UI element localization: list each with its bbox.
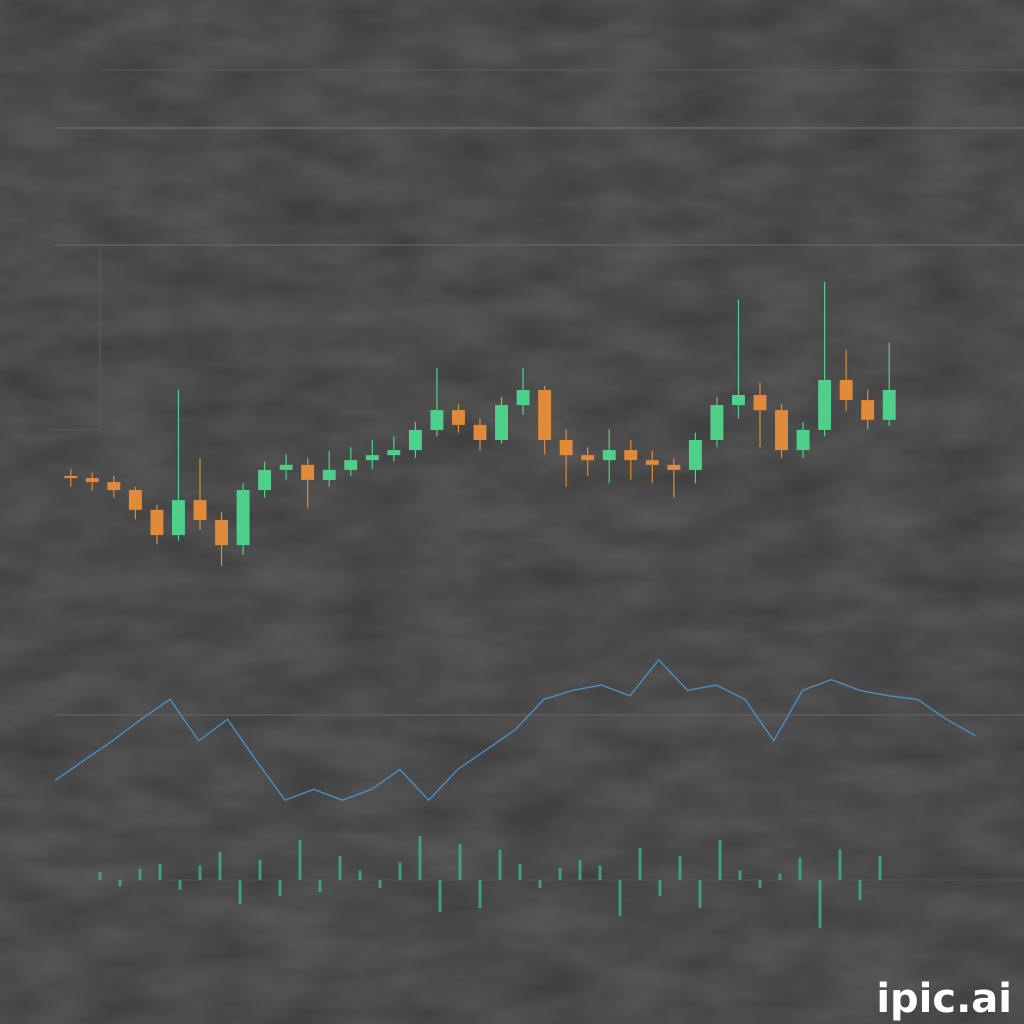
- volume-bar: [378, 880, 382, 888]
- volume-bar: [218, 852, 222, 880]
- volume-bar: [438, 880, 442, 912]
- volume-bar: [678, 856, 682, 880]
- candle-body: [538, 389, 552, 440]
- volume-bar: [838, 849, 842, 880]
- candle-body: [861, 400, 875, 420]
- volume-bar: [158, 864, 162, 880]
- volume-bar: [338, 856, 342, 880]
- volume-bar: [798, 857, 802, 880]
- volume-bar: [318, 880, 322, 892]
- volume-bar: [878, 856, 882, 880]
- candle-body: [581, 455, 595, 461]
- candle-body: [258, 469, 272, 491]
- candle-body: [150, 509, 164, 536]
- candle-body: [602, 450, 616, 461]
- volume-bar: [738, 870, 742, 880]
- candle-body: [301, 464, 315, 480]
- volume-bar: [598, 865, 602, 880]
- volume-bar: [478, 880, 482, 908]
- volume-bar: [198, 865, 202, 880]
- price-line: [54, 658, 976, 802]
- volume-bar: [718, 840, 722, 880]
- candle-body: [559, 440, 573, 456]
- volume-bar: [558, 868, 562, 880]
- candle-body: [236, 490, 250, 546]
- volume-bar: [238, 880, 242, 904]
- candle-body: [215, 519, 228, 546]
- candle-body: [172, 500, 185, 536]
- volume-bar: [418, 836, 422, 880]
- volume-bar: [498, 849, 502, 880]
- candle-body: [732, 395, 745, 406]
- volume-bar: [118, 880, 122, 887]
- volume-bar: [398, 862, 402, 880]
- volume-bar: [658, 880, 662, 896]
- candle-body: [107, 482, 121, 491]
- candle-body: [753, 395, 767, 411]
- watermark: ipic.ai: [876, 976, 1012, 1022]
- volume-bar: [858, 880, 862, 900]
- candle-body: [64, 476, 78, 479]
- candle-body: [818, 379, 832, 430]
- candle-body: [430, 410, 444, 430]
- candle-body: [193, 500, 207, 520]
- volume-bar: [358, 870, 362, 880]
- volume-bar: [298, 840, 302, 880]
- candle-body: [775, 410, 788, 451]
- volume-bar: [778, 873, 782, 880]
- candle-body: [796, 429, 810, 451]
- candle-body: [882, 389, 896, 420]
- candle-body: [452, 410, 465, 425]
- volume-bar: [458, 844, 462, 880]
- candle-body: [667, 464, 681, 470]
- candle-body: [473, 424, 487, 440]
- candle-body: [279, 464, 293, 470]
- candle-body: [322, 469, 336, 480]
- volume-bar: [258, 860, 262, 880]
- volume-bar: [818, 880, 822, 928]
- candle-body: [128, 490, 142, 510]
- volume-bar: [98, 872, 102, 880]
- candle-body: [408, 429, 422, 451]
- volume-bar: [698, 880, 702, 908]
- volume-bar: [518, 864, 522, 880]
- candle-body: [495, 405, 508, 440]
- volume-bar: [278, 880, 282, 896]
- candle-body: [387, 450, 401, 456]
- volume-bar: [578, 860, 582, 880]
- candle-body: [516, 389, 530, 406]
- volume-bar: [618, 880, 622, 916]
- volume-bar: [178, 880, 182, 890]
- candle-body: [839, 379, 853, 401]
- volume-bar: [758, 880, 762, 888]
- volume-bar: [638, 848, 642, 880]
- candle-body: [85, 478, 99, 483]
- candle-body: [710, 405, 724, 440]
- candle-body: [365, 455, 379, 461]
- candle-body: [624, 450, 638, 461]
- candle-body: [344, 460, 358, 470]
- volume-bar: [138, 868, 142, 880]
- volume-bar: [538, 880, 542, 888]
- candle-body: [645, 460, 659, 465]
- candle-body: [688, 440, 702, 470]
